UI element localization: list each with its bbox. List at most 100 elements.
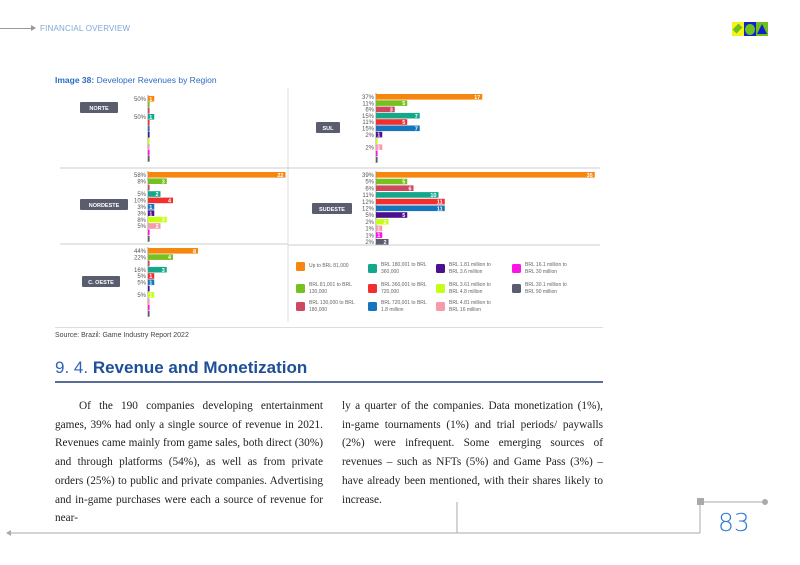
percent-label: 6% <box>365 108 374 114</box>
bar <box>376 185 414 191</box>
legend-swatch <box>296 302 305 311</box>
bar-zero <box>376 157 378 163</box>
legend-label: BRL 30.1 million to BRL 90 million <box>525 282 567 295</box>
bar <box>148 96 155 102</box>
legend-swatch <box>368 302 377 311</box>
percent-label: 44% <box>134 249 147 255</box>
bar-value-label: 1 <box>149 97 152 103</box>
percent-label: 11% <box>362 101 374 107</box>
bar <box>376 205 445 212</box>
legend-swatch <box>512 284 521 293</box>
percent-label: 15% <box>362 114 375 120</box>
bar <box>148 191 161 197</box>
bar-zero <box>148 132 150 138</box>
percent-label: 5% <box>365 180 374 186</box>
bar-value-label: 5 <box>402 120 405 126</box>
bar-value-label: 6 <box>408 186 411 192</box>
legend-item: BRL 1.81 million to BRL 3.6 million <box>436 262 498 275</box>
bar <box>376 106 395 113</box>
bar-value-label: 3 <box>390 108 393 114</box>
region-label-box <box>82 276 120 287</box>
revenue-by-region-chart: NORTE150%150%NORDESTE2258%38%25%410%13%1… <box>60 88 600 322</box>
legend-swatch <box>368 264 377 273</box>
bar <box>376 198 445 205</box>
divider <box>55 327 603 328</box>
bar-value-label: 2 <box>383 220 386 226</box>
bar-zero <box>148 304 150 311</box>
bar-value-label: 10 <box>430 193 436 199</box>
bar-zero <box>148 150 150 156</box>
percent-label: 58% <box>134 173 147 179</box>
bar-value-label: 1 <box>377 233 380 239</box>
bar-value-label: 1 <box>149 293 152 299</box>
bar <box>376 112 420 119</box>
header-rule <box>0 28 32 29</box>
percent-label: 50% <box>134 115 147 121</box>
section-number: 9. 4. <box>55 358 89 377</box>
legend-item: Up to BRL 81,000 <box>296 262 371 271</box>
bar <box>376 178 408 185</box>
bar <box>376 125 420 132</box>
heading-rule <box>55 381 603 383</box>
bar-zero <box>148 126 150 132</box>
bar-value-label: 1 <box>149 211 152 217</box>
bar-value-label: 2 <box>155 192 158 198</box>
bar-value-label: 17 <box>474 95 480 101</box>
percent-label: 22% <box>134 255 147 261</box>
region-label-box <box>80 102 118 113</box>
section-heading: 9. 4. Revenue and Monetization <box>55 358 307 378</box>
bar <box>376 94 483 100</box>
arrow-icon <box>31 25 36 31</box>
bar <box>376 232 383 238</box>
percent-label: 3% <box>137 211 146 217</box>
region-label-box <box>312 203 352 214</box>
legend-label: Up to BRL 81,000 <box>309 263 349 270</box>
percent-label: 1% <box>365 227 374 233</box>
bar-value-label: 7 <box>415 114 418 120</box>
bar-zero <box>148 120 150 126</box>
legend-swatch <box>436 264 445 273</box>
percent-label: 2% <box>365 220 374 226</box>
bar-zero <box>148 156 150 162</box>
legend-label: BRL 130,000 to BRL 180,000 <box>309 300 355 313</box>
region-label: NORDESTE <box>89 203 120 209</box>
legend-swatch <box>436 284 445 293</box>
percent-label: 37% <box>362 95 375 101</box>
body-text-right: ly a quarter of the companies. Data mone… <box>342 400 603 506</box>
bar-value-label: 7 <box>415 126 418 132</box>
bar-value-label: 4 <box>168 255 172 261</box>
figure-caption: Image 38: Developer Revenues by Region <box>55 75 217 85</box>
bar-value-label: 8 <box>193 249 196 255</box>
percent-label: 2% <box>365 145 374 151</box>
bar-value-label: 22 <box>277 173 283 179</box>
percent-label: 5% <box>137 293 146 299</box>
bar <box>148 204 155 210</box>
bar-zero <box>148 236 150 242</box>
region-label-box <box>80 199 128 210</box>
bar-value-label: 11 <box>437 200 443 206</box>
bar <box>376 119 408 125</box>
legend-label: BRL 81,001 to BRL 130,000 <box>309 282 352 295</box>
region-label: SUDESTE <box>319 207 345 213</box>
legend-swatch <box>296 284 305 293</box>
percent-label: 50% <box>134 97 147 103</box>
bar-value-label: 5 <box>402 101 405 107</box>
bar-value-label: 1 <box>377 145 380 151</box>
region-label: NORTE <box>89 106 109 112</box>
percent-label: 5% <box>365 213 374 219</box>
bar <box>148 210 155 216</box>
bar <box>148 223 161 229</box>
legend-label: BRL 1.81 million to BRL 3.6 million <box>449 262 491 275</box>
percent-label: 5% <box>137 274 146 280</box>
region-label: C. OESTE <box>88 280 114 286</box>
bar <box>376 225 383 232</box>
legend-swatch <box>296 262 305 271</box>
bar-value-label: 1 <box>377 227 380 233</box>
percent-label: 1% <box>365 233 374 239</box>
percent-label: 10% <box>134 199 147 205</box>
bar-value-label: 5 <box>402 213 405 219</box>
legend-label: BRL 16.1 million to BRL 30 million <box>525 262 567 275</box>
bar-value-label: 2 <box>155 224 158 230</box>
bar-zero <box>376 150 378 157</box>
figure-label: Image 38: <box>55 75 95 85</box>
